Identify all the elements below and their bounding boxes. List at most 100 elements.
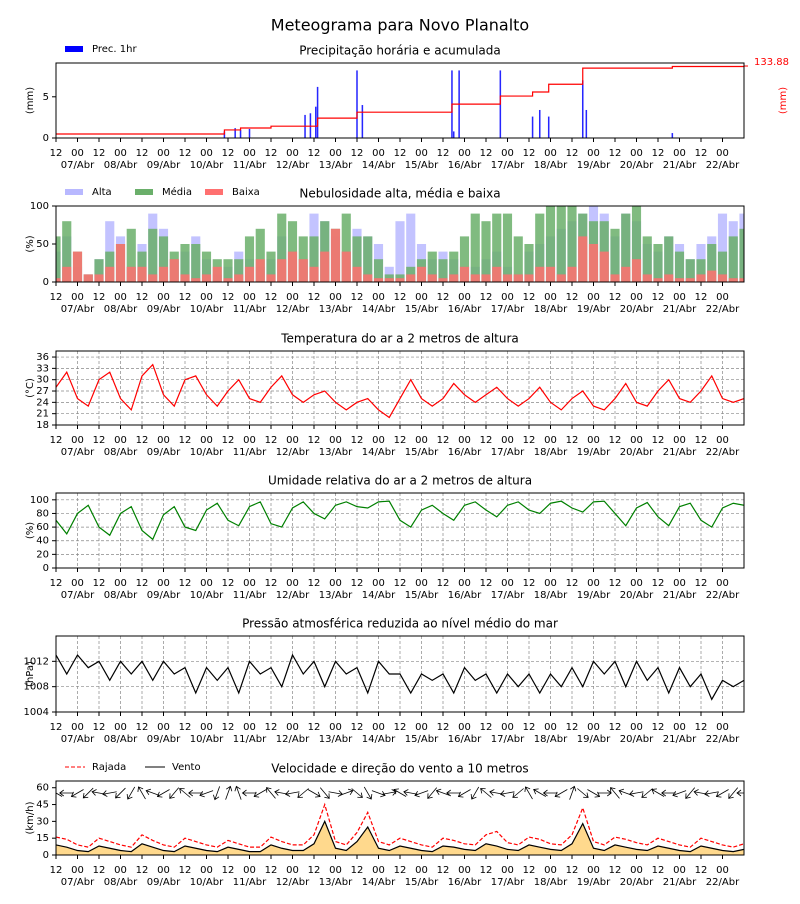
date-label: 22/Abr [706,877,740,888]
x-tick-label: 12 [652,292,665,303]
area [56,821,744,855]
wind-arrow [597,789,612,797]
x-tick-label: 00 [372,722,385,733]
plot-frame [55,350,745,426]
date-label: 12/Abr [276,877,310,888]
bar [239,129,242,138]
x-tick-label: 00 [71,435,84,446]
wind-arrow [533,788,547,797]
legend-swatch [65,189,83,195]
bar [266,274,276,282]
x-tick-label: 12 [394,865,407,876]
x-tick-label: 00 [673,578,686,589]
bar [538,109,541,138]
date-label: 17/Abr [491,304,525,315]
bar [373,259,384,282]
x-tick-label: 00 [157,148,170,159]
y-tick-label: 40 [36,536,49,547]
bar [72,251,83,282]
legend-label: Vento [172,762,201,773]
x-tick-label: 12 [179,865,192,876]
x-tick-label: 12 [437,578,450,589]
x-tick-label: 12 [437,722,450,733]
date-label: 09/Abr [147,160,181,171]
x-tick-label: 12 [265,865,278,876]
panel-title: Umidade relativa do ar a 2 metros de alt… [268,474,532,488]
plot-frame [55,780,745,856]
bar [556,206,566,282]
x-tick-label: 00 [71,578,84,589]
date-label: 14/Abr [362,160,396,171]
date-label: 11/Abr [233,304,267,315]
x-tick-label: 12 [523,148,536,159]
y-tick-label: 24 [36,397,49,408]
wind-arrow [319,787,330,799]
bar [631,259,642,282]
x-tick-label: 12 [50,148,63,159]
bar [621,266,631,282]
date-label: 21/Abr [663,160,697,171]
wind-arrow [382,789,397,796]
bar [459,236,470,282]
bar [653,278,663,282]
x-tick-label: 00 [673,435,686,446]
x-tick-label: 00 [587,578,600,589]
date-label: 17/Abr [491,877,525,888]
plot-frame [55,62,745,139]
x-tick-label: 00 [630,722,643,733]
x-tick-label: 00 [114,292,127,303]
wind-arrow [457,789,471,798]
x-tick-label: 00 [673,722,686,733]
date-label: 09/Abr [147,590,181,601]
wind-arrow [70,789,84,798]
bar [481,221,491,282]
x-tick-label: 12 [566,292,579,303]
y-tick-label: 1012 [24,656,49,667]
bar [685,278,695,282]
date-label: 09/Abr [147,877,181,888]
wind-arrow [82,787,94,799]
bar [277,259,287,282]
y-tick-label: 50 [36,239,49,250]
x-tick-label: 00 [286,435,299,446]
bar [169,259,179,282]
date-label: 18/Abr [534,590,568,601]
x-tick-label: 12 [695,578,708,589]
x-tick-label: 12 [695,148,708,159]
x-tick-label: 12 [93,722,106,733]
x-tick-label: 12 [50,292,63,303]
y-tick-label: 1004 [24,707,49,718]
x-tick-label: 00 [458,722,471,733]
x-tick-label: 00 [673,865,686,876]
bar [653,244,663,282]
plot-area [56,785,744,855]
bar [470,213,480,282]
bar [341,213,351,282]
x-tick-label: 00 [157,578,170,589]
y-tick-label: 60 [36,522,49,533]
wind-arrow [253,789,267,798]
x-tick-label: 12 [308,148,321,159]
y-tick-label: 20 [36,549,49,560]
legend-label: Baixa [232,187,260,198]
x-tick-label: 12 [50,722,63,733]
bar [248,128,251,138]
x-tick-label: 12 [308,435,321,446]
x-tick-label: 12 [50,578,63,589]
y-tick-label: 1008 [24,682,49,693]
x-tick-label: 12 [136,722,149,733]
bar [567,206,577,282]
x-tick-label: 00 [630,435,643,446]
plot-frame [55,205,745,283]
bar [148,274,158,282]
bar [191,278,201,282]
date-label: 15/Abr [405,590,439,601]
legend-label: Rajada [92,762,126,773]
y-axis-label: (km/h) [25,801,36,834]
plot-frame [55,492,745,569]
x-tick-label: 12 [480,148,493,159]
bar [728,278,738,282]
x-tick-label: 12 [179,435,192,446]
date-label: 18/Abr [534,447,568,458]
x-tick-label: 00 [157,865,170,876]
